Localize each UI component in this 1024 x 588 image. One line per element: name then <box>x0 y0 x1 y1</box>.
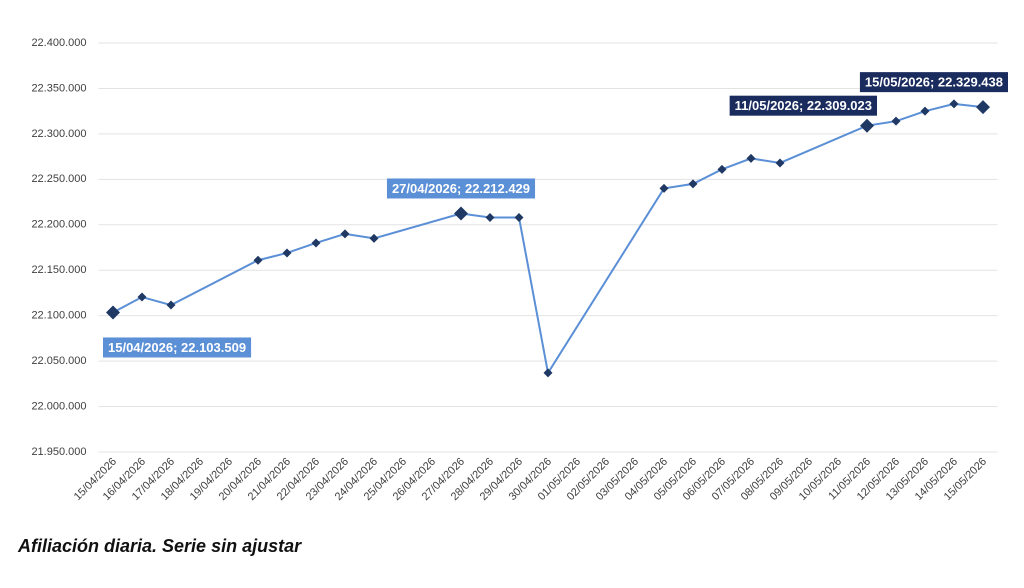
value-label: 27/04/2026; 22.212.429 <box>386 178 536 199</box>
data-point <box>166 300 176 310</box>
data-point <box>746 153 756 163</box>
data-point <box>976 100 990 115</box>
data-point <box>543 368 553 378</box>
data-point <box>920 106 930 116</box>
data-point <box>311 238 321 248</box>
data-point <box>688 179 698 189</box>
y-tick-label: 22.150.000 <box>31 264 86 276</box>
data-point <box>485 213 495 223</box>
data-point <box>514 213 524 223</box>
value-label-text: 27/04/2026; 22.212.429 <box>392 181 530 196</box>
value-label: 15/05/2026; 22.329.438 <box>859 72 1008 93</box>
y-tick-label: 22.300.000 <box>31 128 86 140</box>
data-line <box>112 102 984 376</box>
y-tick-label: 22.250.000 <box>31 173 86 185</box>
data-point <box>282 248 292 258</box>
value-label-text: 15/04/2026; 22.103.509 <box>108 340 246 355</box>
y-tick-label: 22.000.000 <box>31 400 86 412</box>
data-point <box>253 255 263 265</box>
data-point <box>340 229 350 239</box>
value-label: 11/05/2026; 22.309.023 <box>729 95 877 116</box>
data-point <box>949 99 959 109</box>
value-label-text: 11/05/2026; 22.309.023 <box>735 98 872 113</box>
data-point <box>369 233 379 243</box>
data-point <box>860 118 874 133</box>
value-label: 15/04/2026; 22.103.509 <box>103 337 252 358</box>
y-tick-label: 22.200.000 <box>31 219 86 231</box>
y-tick-label: 21.950.000 <box>31 446 86 458</box>
data-point <box>454 206 468 221</box>
y-tick-label: 22.050.000 <box>31 355 86 367</box>
value-label-box <box>859 72 1008 93</box>
data-point <box>106 305 120 320</box>
y-tick-label: 22.100.000 <box>31 310 86 322</box>
data-point <box>717 164 727 174</box>
chart-title: Afiliación diaria. Serie sin ajustar <box>17 536 302 556</box>
value-label-text: 15/05/2026; 22.329.438 <box>865 75 1003 90</box>
y-tick-label: 22.400.000 <box>31 37 86 49</box>
data-point <box>137 292 147 302</box>
data-point <box>775 158 785 168</box>
data-point <box>659 183 669 193</box>
value-label-box <box>729 95 877 116</box>
value-label-box <box>103 337 252 358</box>
y-tick-label: 22.350.000 <box>31 82 86 94</box>
data-point <box>891 116 901 126</box>
value-label-box <box>386 178 536 199</box>
